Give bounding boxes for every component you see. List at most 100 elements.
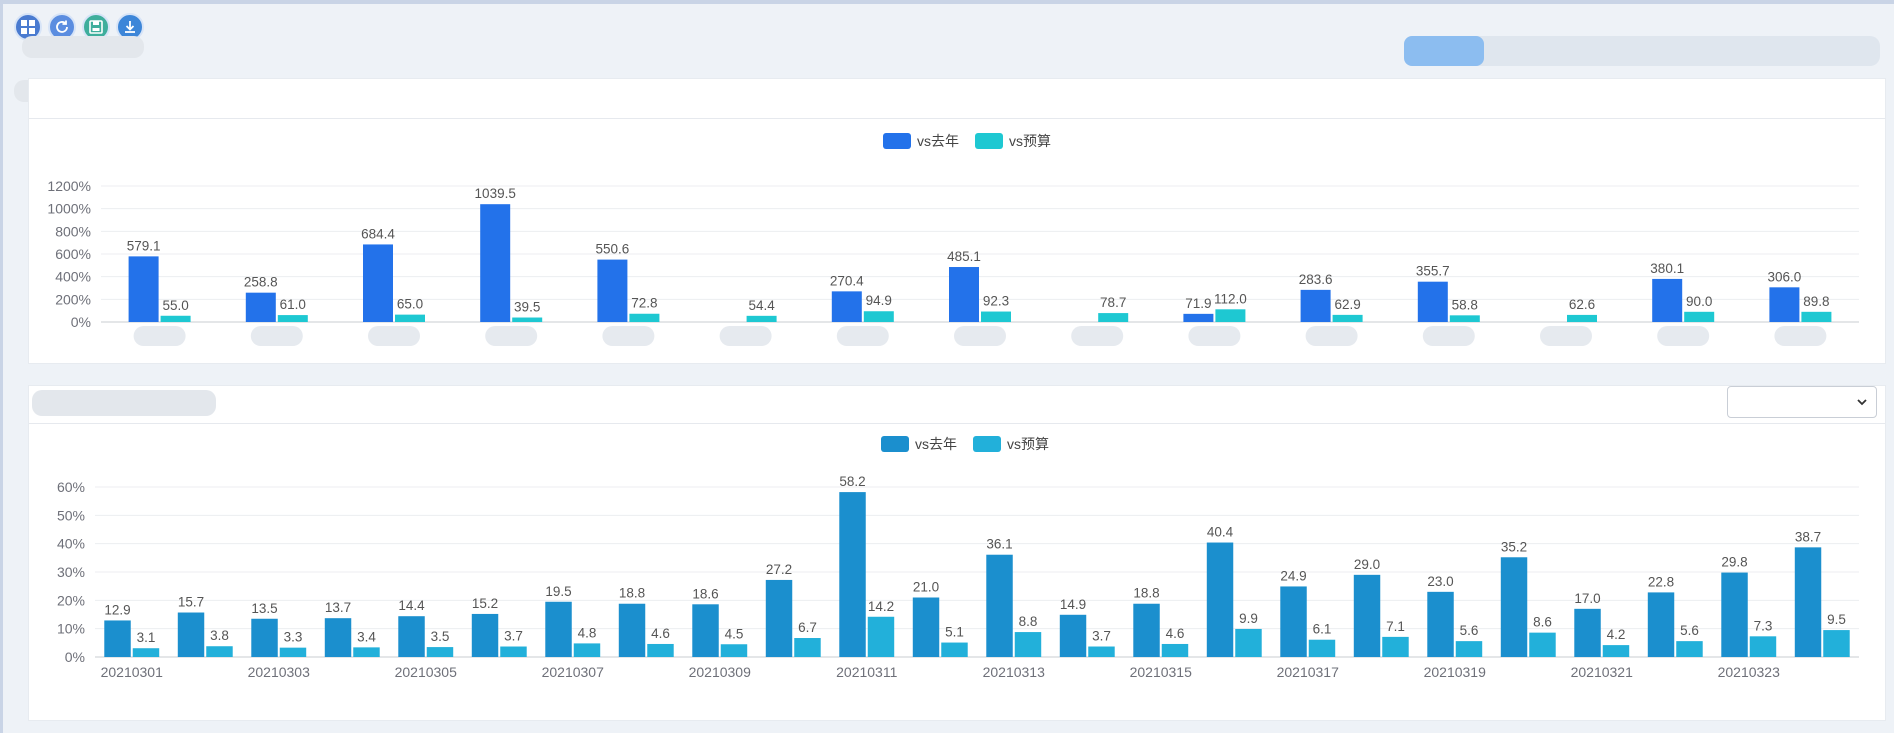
bar-vs-last-year[interactable] (398, 616, 425, 657)
bar-vs-last-year[interactable] (545, 601, 572, 657)
bar-vs-last-year[interactable] (104, 620, 131, 657)
period-select[interactable] (1727, 386, 1877, 418)
bar-vs-budget[interactable] (981, 311, 1011, 322)
bar-vs-budget[interactable] (1215, 309, 1246, 322)
bar-vs-last-year[interactable] (1353, 574, 1381, 657)
bar-vs-budget[interactable] (1235, 628, 1262, 657)
bar-vs-budget[interactable] (746, 315, 777, 322)
bar-vs-last-year[interactable] (1417, 281, 1448, 322)
bar-vs-budget[interactable] (395, 314, 425, 322)
bar-vs-last-year[interactable] (1300, 289, 1331, 322)
data-label: 71.9 (1185, 296, 1211, 311)
bar-vs-budget[interactable] (1088, 646, 1115, 657)
redacted-header-controls[interactable] (1404, 36, 1880, 66)
bar-vs-budget[interactable] (160, 315, 191, 322)
bar-vs-last-year[interactable] (765, 579, 793, 657)
bar-vs-last-year[interactable] (324, 618, 352, 657)
bar-vs-budget[interactable] (1332, 314, 1363, 322)
legend-item-series-2[interactable]: vs预算 (975, 131, 1051, 151)
bar-vs-budget[interactable] (512, 317, 543, 322)
bar-vs-last-year[interactable] (245, 292, 276, 322)
bar-vs-budget[interactable] (1529, 632, 1556, 657)
bar-vs-budget[interactable] (426, 647, 454, 657)
data-label: 258.8 (244, 275, 278, 290)
legend-item-series-2[interactable]: vs预算 (973, 434, 1049, 454)
bar-vs-budget[interactable] (1098, 313, 1129, 322)
bar-vs-budget[interactable] (629, 313, 660, 322)
bar-vs-last-year[interactable] (912, 597, 940, 658)
bar-vs-last-year[interactable] (1769, 287, 1800, 322)
redacted-x-label (954, 326, 1006, 346)
bar-vs-budget[interactable] (1382, 636, 1409, 657)
grid-icon (21, 20, 35, 34)
bar-vs-last-year[interactable] (1133, 603, 1160, 657)
redacted-x-label (1188, 326, 1241, 346)
bar-vs-budget[interactable] (1161, 643, 1189, 657)
bar-vs-budget[interactable] (1749, 636, 1777, 657)
chart-panel-bottom: vs去年 vs预算 0% 10% 20% 30% 40% 50% 60% 12.9 15.7 13… (28, 385, 1886, 721)
bar-vs-last-year[interactable] (128, 256, 159, 322)
bar-vs-budget[interactable] (279, 647, 307, 657)
bar-vs-budget[interactable] (867, 616, 895, 657)
grid-button[interactable] (14, 13, 42, 41)
redacted-x-label (1540, 326, 1592, 346)
data-label: 27.2 (766, 562, 792, 577)
data-label: 380.1 (1650, 261, 1684, 276)
bar-vs-budget[interactable] (1684, 311, 1715, 322)
bar-vs-budget[interactable] (573, 643, 601, 657)
bar-vs-budget[interactable] (277, 315, 308, 322)
data-label: 14.2 (868, 599, 894, 614)
bar-vs-last-year[interactable] (1280, 586, 1307, 657)
bar-vs-last-year[interactable] (1500, 557, 1528, 657)
data-label: 13.7 (325, 600, 351, 615)
bar-vs-budget[interactable] (1801, 311, 1832, 322)
bar-vs-budget[interactable] (1567, 314, 1597, 322)
bar-vs-budget[interactable] (1676, 641, 1703, 657)
bar-vs-last-year[interactable] (363, 244, 393, 322)
bar-vs-budget[interactable] (941, 642, 968, 657)
bar-vs-budget[interactable] (206, 646, 233, 657)
bar-vs-last-year[interactable] (1427, 591, 1454, 657)
data-label: 3.1 (137, 630, 156, 645)
bar-vs-budget[interactable] (353, 647, 380, 657)
bar-vs-budget[interactable] (1449, 315, 1480, 322)
bar-vs-last-year[interactable] (1059, 614, 1087, 657)
bar-vs-last-year[interactable] (1206, 542, 1234, 657)
bar-vs-last-year[interactable] (1647, 592, 1675, 657)
x-tick-label: 20210305 (395, 664, 458, 680)
bar-vs-budget[interactable] (132, 648, 160, 657)
bar-vs-budget[interactable] (500, 646, 527, 657)
bar-vs-budget[interactable] (794, 638, 821, 657)
bar-vs-budget[interactable] (1308, 639, 1336, 657)
bar-vs-last-year[interactable] (471, 613, 499, 657)
bar-vs-last-year[interactable] (1652, 278, 1683, 322)
bar-vs-last-year[interactable] (949, 267, 979, 322)
legend-item-series-1[interactable]: vs去年 (881, 434, 957, 454)
bar-vs-last-year[interactable] (1574, 608, 1601, 657)
data-label: 18.8 (619, 586, 645, 601)
bar-vs-last-year[interactable] (618, 603, 646, 657)
bar-vs-last-year[interactable] (831, 291, 862, 322)
bar-vs-last-year[interactable] (692, 604, 719, 657)
bar-vs-budget[interactable] (863, 311, 894, 322)
bar-vs-last-year[interactable] (480, 204, 511, 322)
data-label: 3.8 (210, 628, 229, 643)
bar-vs-last-year[interactable] (1794, 547, 1822, 657)
bar-vs-budget[interactable] (647, 643, 674, 657)
bar-vs-last-year[interactable] (839, 492, 866, 657)
bar-vs-last-year[interactable] (1721, 572, 1748, 657)
data-label: 40.4 (1207, 525, 1234, 540)
bar-vs-last-year[interactable] (986, 554, 1013, 657)
bar-vs-budget[interactable] (1602, 645, 1630, 657)
bar-vs-last-year[interactable] (251, 618, 278, 657)
data-label: 3.7 (504, 629, 523, 644)
bar-vs-budget[interactable] (720, 644, 748, 657)
bar-vs-last-year[interactable] (597, 259, 628, 322)
bar-vs-last-year[interactable] (1183, 313, 1214, 322)
bar-vs-last-year[interactable] (177, 612, 205, 657)
legend-item-series-1[interactable]: vs去年 (883, 131, 959, 151)
bar-vs-budget[interactable] (1823, 630, 1850, 657)
bar-vs-budget[interactable] (1014, 632, 1042, 657)
bar-vs-budget[interactable] (1455, 641, 1483, 657)
data-label: 4.5 (725, 626, 744, 641)
